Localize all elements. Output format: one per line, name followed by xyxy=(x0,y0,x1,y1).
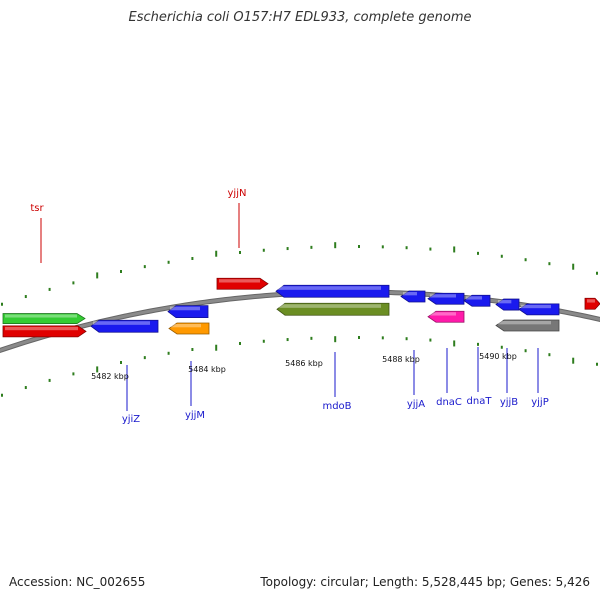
gene-yjjB-13 xyxy=(495,298,520,311)
gene-feature-8 xyxy=(276,302,390,316)
label-mdoB: mdoB xyxy=(322,401,351,412)
gene-highlight xyxy=(93,321,150,325)
label-dnaT: dnaT xyxy=(467,396,493,407)
label-yjjM: yjjM xyxy=(185,410,205,421)
gene-highlight xyxy=(219,279,260,283)
gene-arrow xyxy=(275,284,390,298)
genome-summary: Topology: circular; Length: 5,528,445 bp… xyxy=(260,575,590,589)
gene-arrow xyxy=(463,294,491,307)
tick-marks xyxy=(1,242,598,397)
gene-highlight xyxy=(466,296,482,300)
gene-yjjN-2 xyxy=(216,277,269,290)
gene-highlight xyxy=(587,299,595,303)
gene-arrow xyxy=(2,325,87,338)
gene-highlight xyxy=(498,300,512,304)
gene-arrow xyxy=(276,302,390,316)
gene-highlight xyxy=(278,286,381,290)
gene-yjjM-5 xyxy=(167,305,209,319)
scale-label: 5488 kbp xyxy=(382,355,420,364)
gene-features xyxy=(2,277,600,338)
gene-dnaC-10 xyxy=(427,292,465,305)
gene-mdoB-7 xyxy=(275,284,390,298)
gene-yjjP-14 xyxy=(518,303,560,316)
gene-highlight xyxy=(5,314,77,318)
gene-arrow xyxy=(216,277,269,290)
label-yjjN: yjjN xyxy=(228,188,247,199)
label-leaders xyxy=(40,203,539,411)
scale-label: 5484 kbp xyxy=(188,365,226,374)
label-tsr: tsr xyxy=(30,203,44,214)
gene-feature-1 xyxy=(2,313,86,324)
gene-feature-11 xyxy=(427,310,465,323)
gene-dnaT-12 xyxy=(463,294,491,307)
gene-highlight xyxy=(170,306,200,311)
gene-highlight xyxy=(171,324,201,328)
gene-arrow xyxy=(400,290,426,303)
gene-arrow xyxy=(584,297,600,310)
gene-highlight xyxy=(279,304,381,308)
gene-arrow xyxy=(518,303,560,316)
gene-highlight xyxy=(430,312,456,316)
gene-feature-15 xyxy=(495,319,560,332)
map-title: Escherichia coli O157:H7 EDL933, complet… xyxy=(128,10,472,25)
gene-highlight xyxy=(403,292,417,296)
gene-arrow xyxy=(427,310,465,323)
gene-feature-6 xyxy=(168,322,210,335)
gene-arrow xyxy=(427,292,465,305)
label-yjjB: yjjB xyxy=(500,397,518,408)
gene-yjjA-9 xyxy=(400,290,426,303)
gene-highlight xyxy=(430,294,456,298)
accession-label: Accession: NC_002655 xyxy=(9,575,146,589)
gene-arrow xyxy=(90,319,159,333)
gene-arrow xyxy=(495,319,560,332)
gene-arrow xyxy=(495,298,520,311)
gene-feature-3 xyxy=(584,297,600,310)
gene-yjiZ-4 xyxy=(90,319,159,333)
gene-highlight xyxy=(498,321,551,325)
gene-arrow xyxy=(168,322,210,335)
scale-label: 5486 kbp xyxy=(285,359,323,368)
gene-highlight xyxy=(5,326,78,331)
scale-label: 5490 kbp xyxy=(479,352,517,361)
scale-label: 5482 kbp xyxy=(91,372,129,381)
gene-arrow xyxy=(2,313,86,324)
gene-arrow xyxy=(167,305,209,319)
label-dnaC: dnaC xyxy=(436,397,462,408)
label-yjjP: yjjP xyxy=(531,397,549,408)
gene-highlight xyxy=(521,304,551,309)
gene-tsr-0 xyxy=(2,325,87,338)
gene-labels: tsr yjjN yjiZ yjjM mdoB yjjA dnaC dnaT yjjB yjjP xyxy=(30,188,548,425)
label-yjiZ: yjiZ xyxy=(122,414,140,425)
scale-labels: 5482 kbp 5484 kbp 5486 kbp 5488 kbp 5490 kbp xyxy=(91,352,517,381)
label-yjjA: yjjA xyxy=(407,399,425,410)
